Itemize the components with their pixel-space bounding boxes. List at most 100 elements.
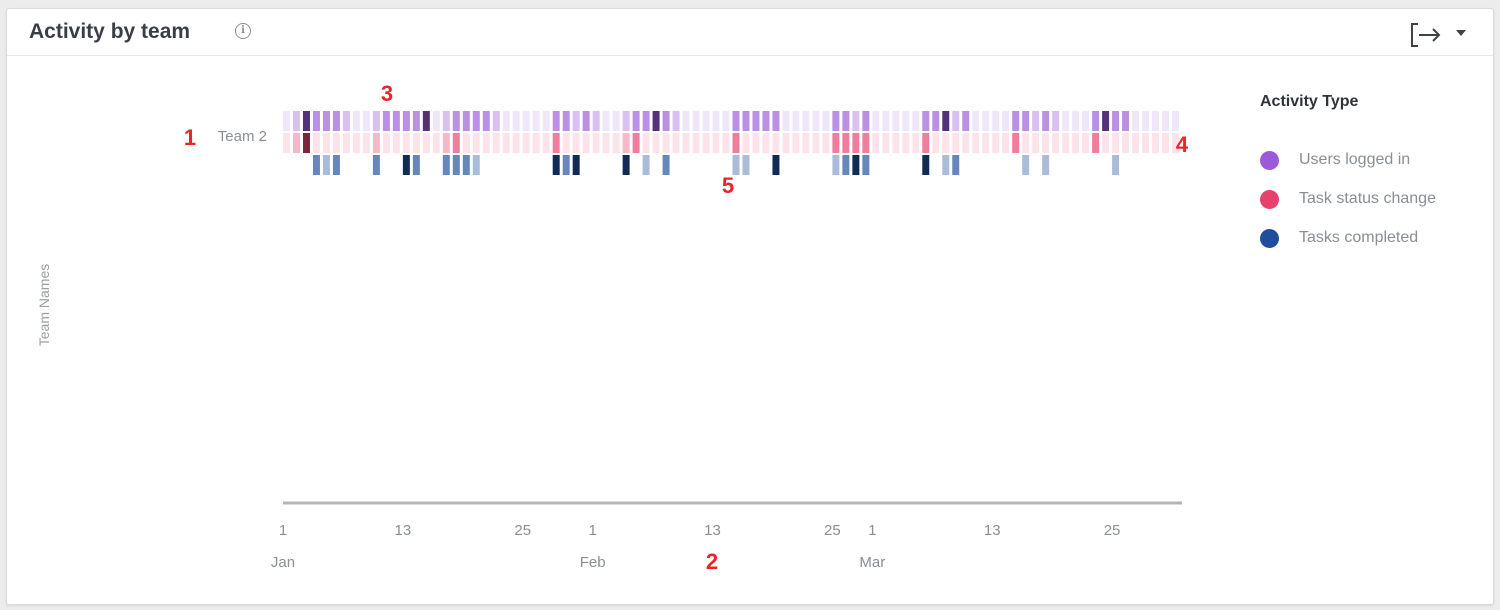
heatmap-cell[interactable] (442, 133, 450, 153)
heatmap-cell[interactable] (682, 133, 690, 153)
heatmap-cell[interactable] (632, 111, 640, 131)
heatmap-cell[interactable] (1152, 133, 1160, 153)
heatmap-cell[interactable] (1102, 111, 1110, 131)
heatmap-cell[interactable] (762, 111, 770, 131)
heatmap-cell[interactable] (902, 111, 910, 131)
heatmap-cell[interactable] (842, 155, 850, 175)
heatmap-cell[interactable] (1112, 133, 1120, 153)
info-circle-icon[interactable]: i (235, 23, 251, 39)
heatmap-cell[interactable] (702, 133, 710, 153)
heatmap-cell[interactable] (442, 155, 450, 175)
heatmap-cell[interactable] (912, 111, 920, 131)
heatmap-cell[interactable] (382, 111, 390, 131)
heatmap-cell[interactable] (962, 111, 970, 131)
heatmap-cell[interactable] (402, 155, 410, 175)
heatmap-cell[interactable] (792, 111, 800, 131)
heatmap-cell[interactable] (562, 155, 570, 175)
heatmap-cell[interactable] (1012, 133, 1020, 153)
heatmap-cell[interactable] (602, 111, 610, 131)
heatmap-cell[interactable] (702, 111, 710, 131)
heatmap-cell[interactable] (832, 133, 840, 153)
heatmap-cell[interactable] (812, 111, 820, 131)
heatmap-cell[interactable] (922, 133, 930, 153)
heatmap-cell[interactable] (882, 111, 890, 131)
heatmap-cell[interactable] (482, 133, 490, 153)
heatmap-cell[interactable] (1162, 133, 1170, 153)
heatmap-cell[interactable] (982, 111, 990, 131)
heatmap-cell[interactable] (622, 111, 630, 131)
heatmap-cell[interactable] (1142, 111, 1150, 131)
heatmap-cell[interactable] (452, 155, 460, 175)
heatmap-cell[interactable] (1122, 133, 1130, 153)
heatmap-cell[interactable] (462, 133, 470, 153)
heatmap-cell[interactable] (792, 133, 800, 153)
heatmap-cell[interactable] (742, 111, 750, 131)
heatmap-cell[interactable] (732, 111, 740, 131)
heatmap-cell[interactable] (992, 111, 1000, 131)
heatmap-cell[interactable] (922, 111, 930, 131)
heatmap-cell[interactable] (872, 111, 880, 131)
heatmap-cell[interactable] (382, 133, 390, 153)
heatmap-cell[interactable] (942, 155, 950, 175)
heatmap-cell[interactable] (522, 111, 530, 131)
heatmap-cell[interactable] (712, 111, 720, 131)
heatmap-cell[interactable] (1052, 111, 1060, 131)
heatmap-cell[interactable] (602, 133, 610, 153)
heatmap-cell[interactable] (1042, 155, 1050, 175)
heatmap-cell[interactable] (1162, 111, 1170, 131)
heatmap-cell[interactable] (412, 133, 420, 153)
heatmap-cell[interactable] (312, 155, 320, 175)
heatmap-cell[interactable] (692, 111, 700, 131)
heatmap-cell[interactable] (682, 111, 690, 131)
heatmap-cell[interactable] (952, 111, 960, 131)
heatmap-cell[interactable] (1032, 111, 1040, 131)
heatmap-cell[interactable] (412, 155, 420, 175)
heatmap-cell[interactable] (292, 111, 300, 131)
heatmap-cell[interactable] (642, 133, 650, 153)
heatmap-cell[interactable] (552, 111, 560, 131)
heatmap-cell[interactable] (662, 155, 670, 175)
heatmap-cell[interactable] (822, 111, 830, 131)
heatmap-cell[interactable] (462, 111, 470, 131)
heatmap-cell[interactable] (1002, 111, 1010, 131)
heatmap-cell[interactable] (322, 133, 330, 153)
heatmap-cell[interactable] (802, 111, 810, 131)
heatmap-cell[interactable] (712, 133, 720, 153)
heatmap-cell[interactable] (1072, 133, 1080, 153)
heatmap-cell[interactable] (562, 133, 570, 153)
heatmap-cell[interactable] (902, 133, 910, 153)
heatmap-cell[interactable] (1042, 133, 1050, 153)
heatmap-cell[interactable] (302, 111, 310, 131)
heatmap-cell[interactable] (812, 133, 820, 153)
heatmap-cell[interactable] (1022, 111, 1030, 131)
heatmap-cell[interactable] (782, 111, 790, 131)
heatmap-cell[interactable] (862, 111, 870, 131)
heatmap-cell[interactable] (852, 133, 860, 153)
heatmap-cell[interactable] (1062, 111, 1070, 131)
heatmap-cell[interactable] (1172, 133, 1179, 153)
heatmap-cell[interactable] (832, 155, 840, 175)
heatmap-cell[interactable] (882, 133, 890, 153)
heatmap-cell[interactable] (862, 133, 870, 153)
heatmap-cell[interactable] (892, 133, 900, 153)
heatmap-cell[interactable] (592, 111, 600, 131)
heatmap-cell[interactable] (1112, 111, 1120, 131)
heatmap-cell[interactable] (852, 155, 860, 175)
heatmap-cell[interactable] (352, 111, 360, 131)
heatmap-cell[interactable] (722, 111, 730, 131)
heatmap-cell[interactable] (472, 133, 480, 153)
heatmap-cell[interactable] (502, 111, 510, 131)
heatmap-cell[interactable] (552, 133, 560, 153)
heatmap-cell[interactable] (472, 155, 480, 175)
heatmap-cell[interactable] (332, 133, 340, 153)
heatmap-cell[interactable] (432, 133, 440, 153)
heatmap-cell[interactable] (562, 111, 570, 131)
heatmap-cell[interactable] (862, 155, 870, 175)
heatmap-cell[interactable] (1112, 155, 1120, 175)
heatmap-cell[interactable] (362, 133, 370, 153)
heatmap-cell[interactable] (372, 155, 380, 175)
heatmap-cell[interactable] (772, 155, 780, 175)
heatmap-cell[interactable] (352, 133, 360, 153)
heatmap-cell[interactable] (1022, 133, 1030, 153)
heatmap-cell[interactable] (942, 111, 950, 131)
